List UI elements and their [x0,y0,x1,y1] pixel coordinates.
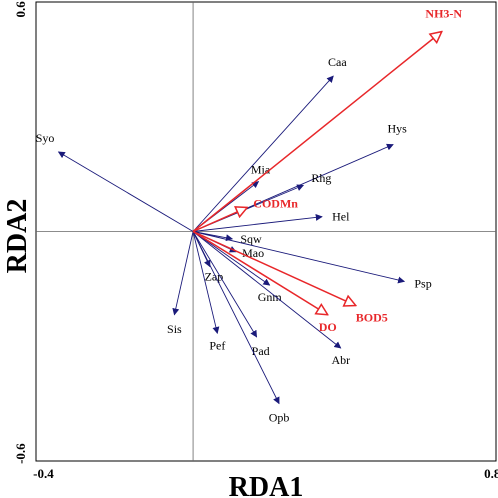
species-label-caa: Caa [328,55,347,69]
species-label-hys: Hys [387,122,407,136]
species-label-abr: Abr [331,353,350,367]
species-vector-sis [172,231,194,316]
species-vector-pad [192,231,258,338]
species-vector-opb [192,231,280,405]
x-tick-label: -0.4 [33,466,54,481]
env-vector-do [192,230,328,315]
species-label-opb: Opb [269,411,290,425]
tick-labels: -0.4 0.8 0.6 -0.6 [13,1,498,481]
species-label-sis: Sis [167,322,182,336]
y-tick-label: -0.6 [13,443,28,464]
species-label-hel: Hel [332,210,350,224]
env-label-do: DO [319,320,337,334]
species-label-sqw: Sqw [240,232,262,246]
species-vector-psp [192,231,406,284]
species-vector-gnm [192,231,271,286]
env-label-bod5: BOD5 [356,311,388,325]
species-label-syo: Syo [36,131,55,145]
species-vector-caa [192,75,334,232]
species-label-pef: Pef [209,338,225,352]
env-vector-nh3-n [192,32,442,233]
species-vector-abr [192,231,342,349]
species-label-mia: Mia [251,163,271,177]
y-axis-title: RDA2 [2,199,33,274]
species-vector-pef [192,231,220,334]
species-label-gnm: Gnm [258,290,283,304]
env-label-codmn: CODMn [253,196,298,210]
x-axis-title: RDA1 [229,472,304,498]
y-tick-label: 0.6 [13,1,28,18]
species-vector-syo [57,151,194,232]
species-label-rhg: Rhg [311,171,331,185]
species-vector-hel [193,213,323,232]
environment-vectors: NH3-N CODMn DO BOD5 [192,7,462,334]
env-vector-bod5 [192,230,356,306]
env-label-nh3-n: NH3-N [425,7,462,21]
species-label-pad: Pad [252,344,270,358]
env-vector-codmn [192,207,247,233]
x-tick-label: 0.8 [484,466,498,481]
species-label-psp: Psp [414,276,431,290]
